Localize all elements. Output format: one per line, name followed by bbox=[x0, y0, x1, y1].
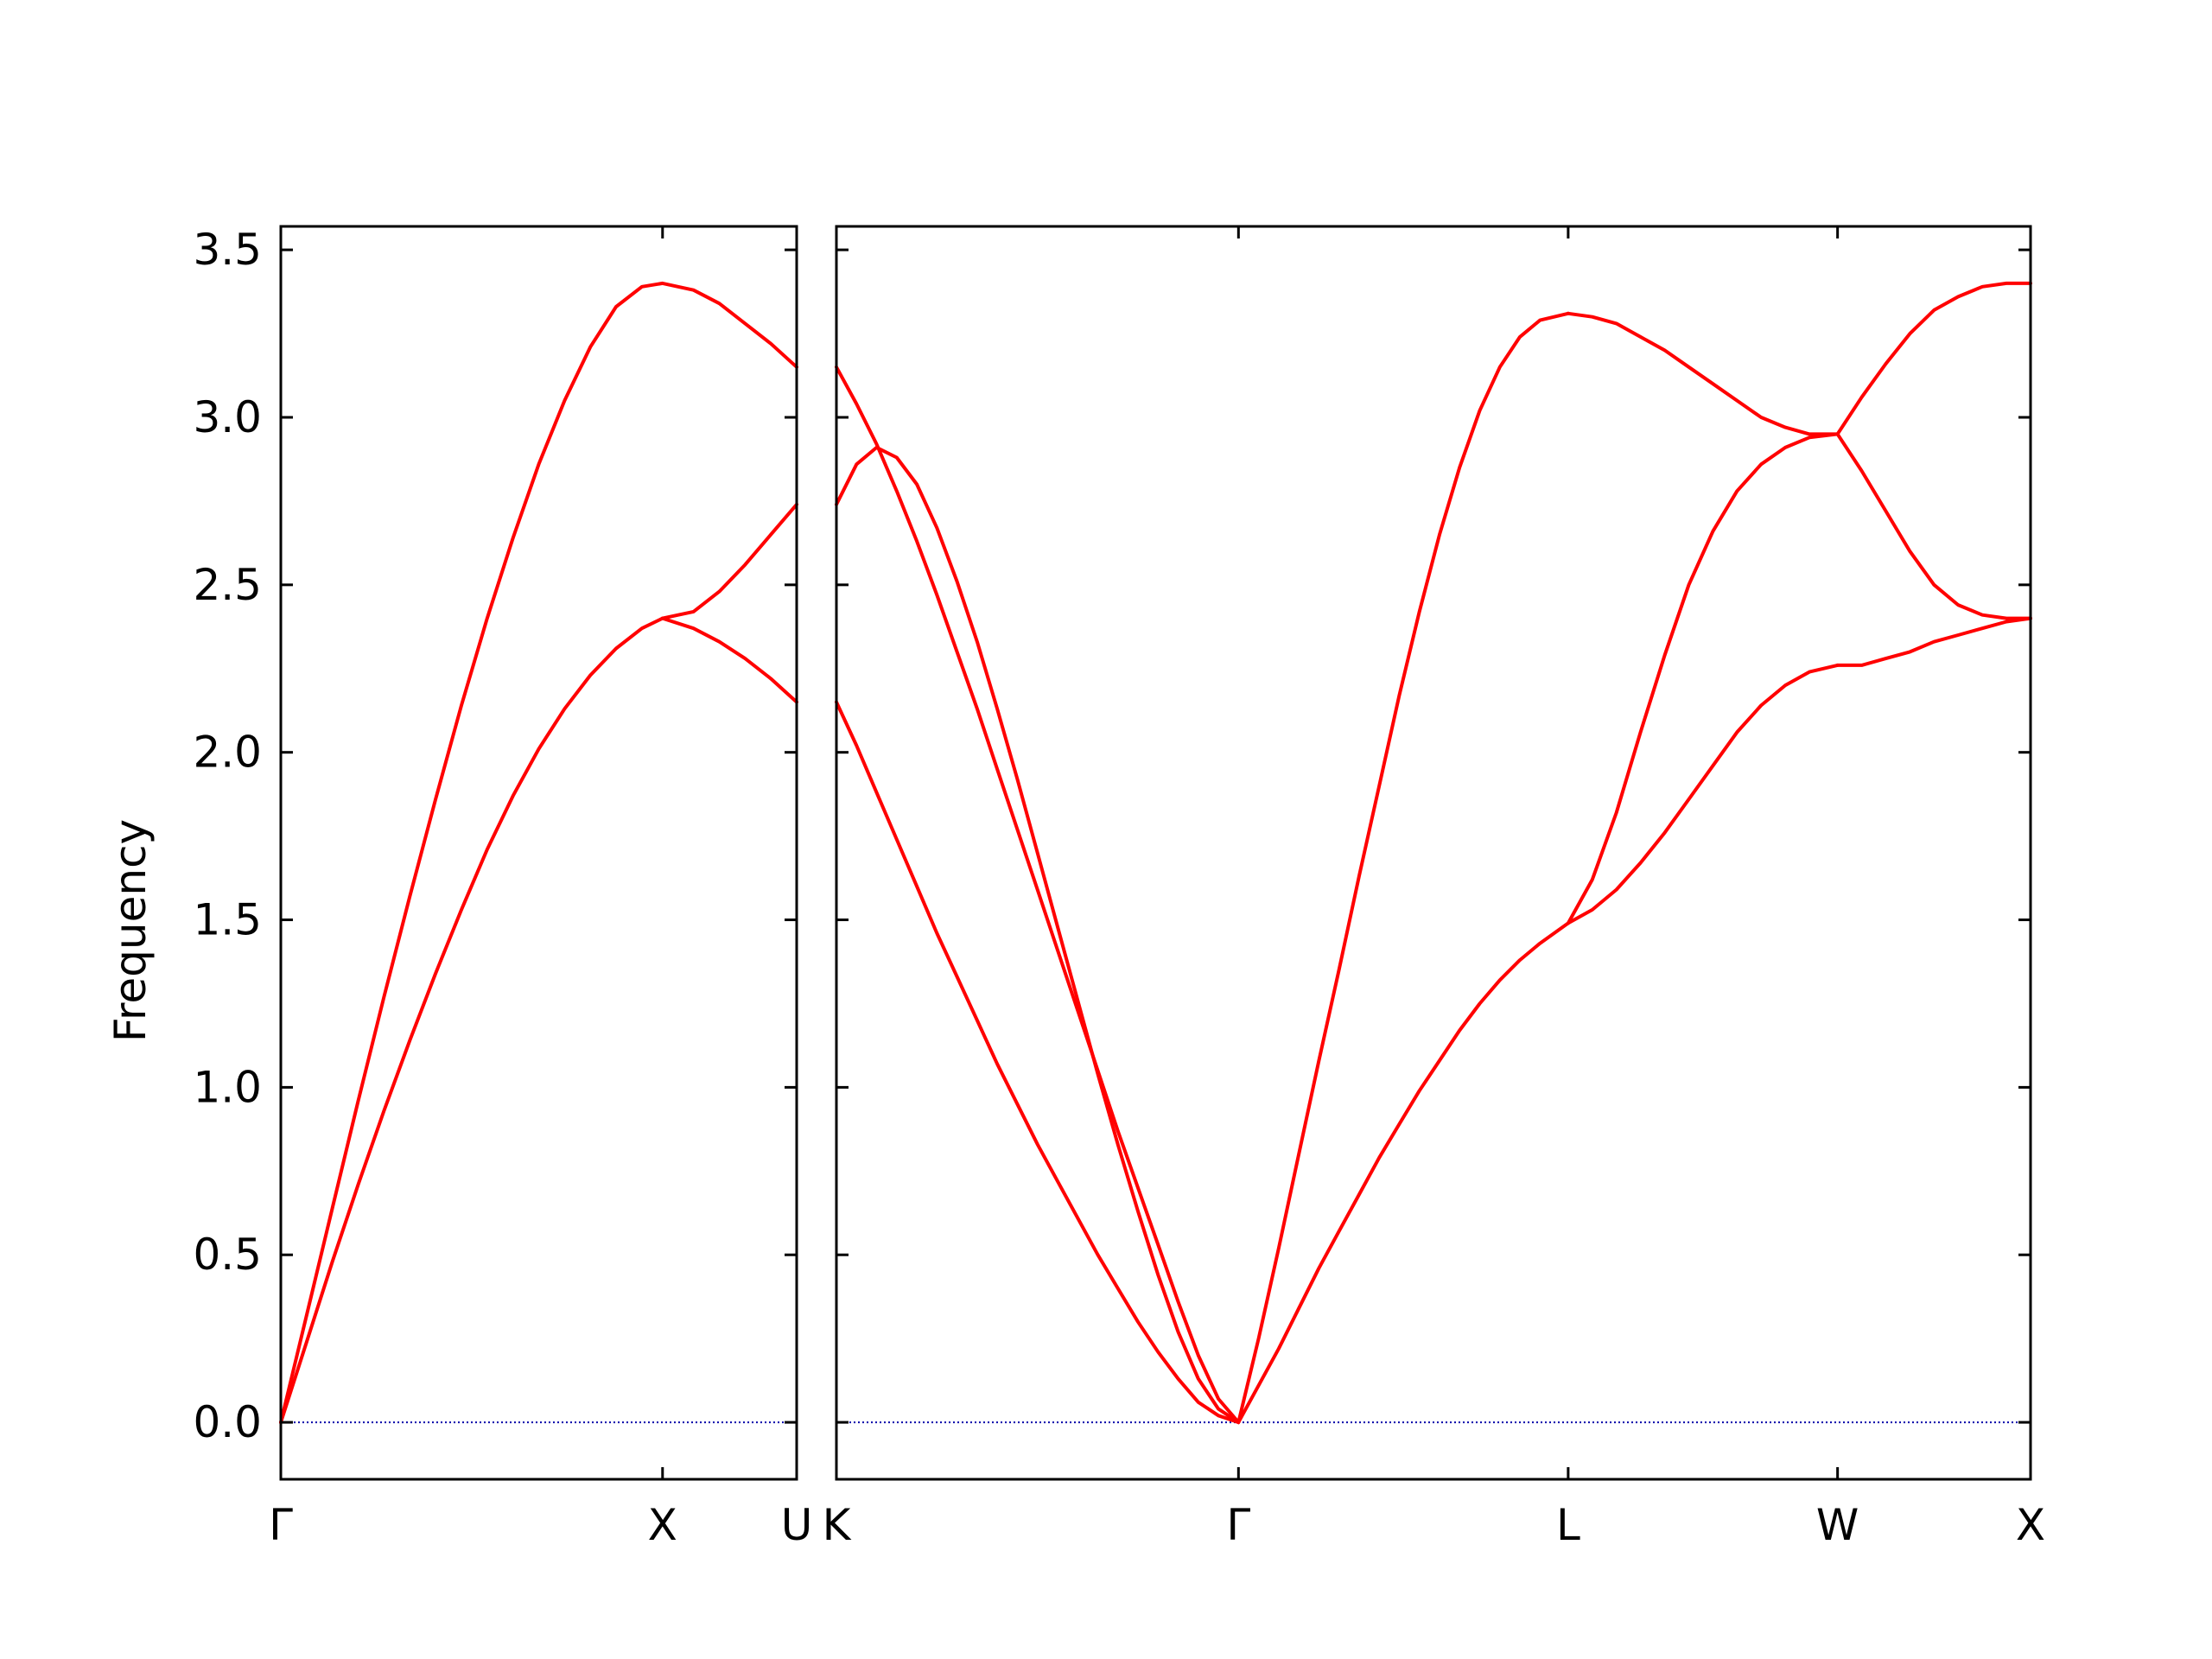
y-tick-label: 2.0 bbox=[193, 728, 262, 778]
y-tick-label: 1.5 bbox=[193, 895, 262, 945]
band-branch-p1-s0-b2 bbox=[835, 700, 1241, 1425]
band-branch-p1-s3-b2 bbox=[1835, 616, 2032, 667]
panels: 0.0 0.5 1.0 1.5 2.0 2.5 3.0 3.5 Γ X U K Γ L W X bbox=[193, 225, 2045, 1550]
band-branch-p1-s0-b1 bbox=[835, 445, 1241, 1425]
x-tick-label: U bbox=[781, 1500, 813, 1550]
band-branch-p0-s0-b0 bbox=[279, 281, 798, 1425]
y-axis-label: Frequency bbox=[105, 819, 156, 1042]
band-branch-p1-s3-b0 bbox=[1835, 281, 2032, 436]
y-tick-label: 0.5 bbox=[193, 1230, 262, 1280]
band-branch-p0-s0-b2 bbox=[660, 616, 798, 704]
x-tick-label: X bbox=[648, 1500, 677, 1550]
x-tick-label: Γ bbox=[269, 1500, 293, 1550]
band-branch-p1-s1-b1 bbox=[1236, 921, 1570, 1425]
plot-frame bbox=[279, 225, 798, 1481]
band-branch-p1-s2-b2 bbox=[1566, 663, 1840, 925]
x-tick-label: Γ bbox=[1226, 1500, 1250, 1550]
x-tick-label: X bbox=[2016, 1500, 2045, 1550]
band-branch-p0-s0-b1 bbox=[279, 502, 798, 1425]
panel-0: 0.0 0.5 1.0 1.5 2.0 2.5 3.0 3.5 Γ X U bbox=[193, 225, 812, 1550]
y-tick-label: 1.0 bbox=[193, 1062, 262, 1112]
x-tick-label: W bbox=[1816, 1500, 1859, 1550]
y-tick-label: 2.5 bbox=[193, 560, 262, 610]
band-branch-p1-s3-b1 bbox=[1835, 432, 2032, 620]
x-tick-label: K bbox=[823, 1500, 852, 1550]
band-branch-p1-s2-b1 bbox=[1566, 432, 1840, 925]
plot-frame bbox=[835, 225, 2032, 1481]
y-tick-label: 3.5 bbox=[193, 225, 262, 275]
y-tick-label: 0.0 bbox=[193, 1397, 262, 1447]
band-branch-p1-s2-b0 bbox=[1566, 311, 1840, 436]
band-branch-p1-s0-b0 bbox=[835, 365, 1241, 1425]
band-branch-p1-s1-b0 bbox=[1236, 311, 1570, 1425]
y-tick-label: 3.0 bbox=[193, 392, 262, 442]
x-tick-label: L bbox=[1556, 1500, 1580, 1550]
